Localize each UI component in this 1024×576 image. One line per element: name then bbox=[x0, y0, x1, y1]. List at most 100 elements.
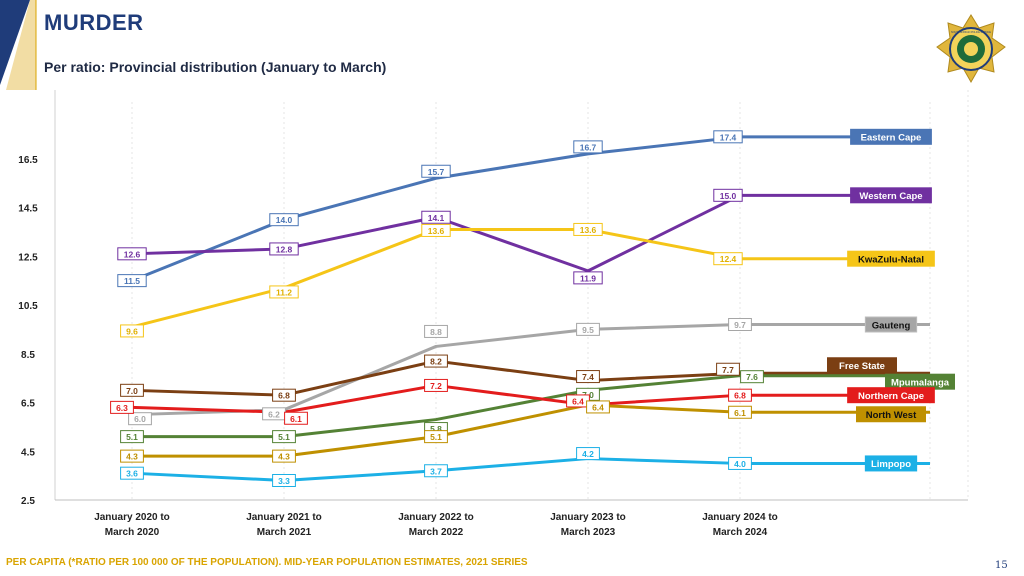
data-label-box-free-state bbox=[272, 388, 296, 402]
data-label-northern-cape: 6.1 bbox=[290, 414, 302, 424]
series-line-limpopo bbox=[131, 457, 930, 482]
data-label-box-limpopo bbox=[120, 466, 144, 480]
legend-label-north-west: North West bbox=[866, 410, 917, 421]
data-label-box-limpopo bbox=[272, 474, 296, 487]
data-label-western-cape: 12.6 bbox=[124, 249, 141, 259]
data-label-box-mpumalanga bbox=[740, 370, 764, 384]
x-tick-label: January 2022 to bbox=[398, 512, 474, 523]
data-label-box-mpumalanga bbox=[272, 430, 296, 444]
page-number: 15 bbox=[995, 560, 1008, 571]
series-line-kwazulu-natal bbox=[131, 227, 930, 329]
police-star-badge-icon: SOUTH AFRICAN POLICE SERVICE bbox=[936, 14, 1006, 84]
data-label-eastern-cape: 15.7 bbox=[428, 167, 445, 177]
data-label-kwazulu-natal: 13.6 bbox=[580, 225, 597, 235]
data-label-box-limpopo bbox=[728, 456, 752, 470]
legend-label-free-state: Free State bbox=[839, 361, 885, 372]
data-label-box-kwazulu-natal bbox=[269, 285, 299, 299]
data-label-limpopo: 3.6 bbox=[126, 469, 138, 479]
data-label-box-gauteng bbox=[424, 324, 448, 338]
data-label-box-eastern-cape bbox=[713, 130, 743, 144]
data-label-box-western-cape bbox=[573, 271, 603, 285]
data-label-box-eastern-cape bbox=[117, 274, 147, 288]
x-tick-label: January 2024 to bbox=[702, 512, 778, 523]
page-subtitle: Per ratio: Provincial distribution (Janu… bbox=[44, 59, 387, 75]
x-tick-label: January 2020 to bbox=[94, 512, 170, 523]
data-label-north-west: 5.1 bbox=[430, 432, 442, 442]
data-label-mpumalanga: 5.1 bbox=[278, 432, 290, 442]
data-label-mpumalanga: 7.6 bbox=[746, 372, 758, 382]
legend-tag-gauteng bbox=[864, 316, 918, 333]
series-line-eastern-cape bbox=[131, 135, 930, 283]
data-label-free-state: 7.0 bbox=[126, 386, 138, 396]
data-label-box-western-cape bbox=[421, 210, 451, 224]
legend-tag-kwazulu-natal bbox=[847, 250, 935, 267]
data-label-mpumalanga: 5.1 bbox=[126, 432, 138, 442]
legend-label-western-cape: Western Cape bbox=[859, 191, 922, 202]
legend-label-mpumalanga: Mpumalanga bbox=[891, 377, 950, 388]
data-label-northern-cape: 7.2 bbox=[430, 381, 442, 391]
data-label-gauteng: 6.0 bbox=[134, 414, 146, 424]
legend-tag-limpopo bbox=[864, 455, 918, 472]
data-label-free-state: 7.4 bbox=[582, 372, 594, 382]
series-line-free-state bbox=[131, 359, 930, 397]
data-label-north-west: 6.4 bbox=[592, 402, 604, 412]
legend-label-limpopo: Limpopo bbox=[871, 459, 911, 470]
data-label-mpumalanga: 5.8 bbox=[430, 424, 442, 434]
logo-text: SOUTH AFRICAN POLICE SERVICE bbox=[951, 31, 991, 34]
data-label-limpopo: 3.7 bbox=[430, 466, 442, 476]
data-label-box-kwazulu-natal bbox=[421, 223, 451, 237]
y-tick-label: 14.5 bbox=[18, 204, 38, 215]
data-label-eastern-cape: 11.5 bbox=[124, 276, 140, 286]
data-label-box-north-west bbox=[424, 430, 448, 444]
data-label-gauteng: 9.7 bbox=[734, 320, 746, 330]
data-label-box-western-cape bbox=[117, 247, 147, 261]
data-label-western-cape: 11.9 bbox=[580, 273, 596, 283]
legend-label-northern-cape: Northern Cape bbox=[858, 391, 924, 402]
header-navy-stripe bbox=[0, 0, 30, 85]
data-label-box-kwazulu-natal bbox=[713, 252, 743, 266]
series-line-mpumalanga bbox=[132, 374, 930, 439]
data-label-limpopo: 4.2 bbox=[582, 449, 594, 459]
y-tick-label: 10.5 bbox=[18, 301, 38, 312]
data-label-north-west: 4.3 bbox=[278, 452, 290, 462]
data-label-box-free-state bbox=[576, 370, 600, 384]
data-label-eastern-cape: 17.4 bbox=[720, 132, 737, 142]
data-label-box-kwazulu-natal bbox=[120, 324, 144, 338]
data-label-box-free-state bbox=[424, 354, 448, 368]
legend-label-eastern-cape: Eastern Cape bbox=[861, 133, 922, 144]
data-label-box-limpopo bbox=[424, 464, 448, 478]
data-label-western-cape: 14.1 bbox=[428, 213, 445, 223]
data-label-box-northern-cape bbox=[110, 400, 134, 414]
data-label-limpopo: 4.0 bbox=[734, 459, 746, 469]
footnote: PER CAPITA (*RATIO PER 100 000 OF THE PO… bbox=[6, 557, 528, 568]
legend-tag-western-cape bbox=[850, 187, 932, 204]
series-line-north-west bbox=[132, 403, 930, 458]
series-line-western-cape bbox=[131, 193, 930, 273]
x-tick-label: March 2023 bbox=[561, 527, 616, 538]
y-tick-label: 12.5 bbox=[18, 252, 38, 263]
data-label-eastern-cape: 14.0 bbox=[276, 215, 293, 225]
data-label-limpopo: 3.3 bbox=[278, 476, 290, 486]
x-tick-label: March 2021 bbox=[257, 527, 312, 538]
data-label-northern-cape: 6.3 bbox=[116, 403, 128, 413]
data-label-kwazulu-natal: 9.6 bbox=[126, 326, 138, 336]
x-tick-label: January 2021 to bbox=[246, 512, 322, 523]
data-label-box-eastern-cape bbox=[421, 164, 451, 178]
data-label-kwazulu-natal: 12.4 bbox=[720, 254, 737, 264]
data-label-box-northern-cape bbox=[424, 378, 448, 392]
header-gold-stripe bbox=[6, 0, 36, 90]
data-label-kwazulu-natal: 13.6 bbox=[428, 226, 445, 236]
legend-label-kwazulu-natal: KwaZulu-Natal bbox=[858, 254, 924, 265]
data-label-box-free-state bbox=[120, 383, 144, 397]
header-decoration bbox=[0, 0, 37, 90]
x-tick-label: January 2023 to bbox=[550, 512, 626, 523]
data-label-north-west: 6.1 bbox=[734, 408, 746, 418]
data-label-box-free-state bbox=[716, 362, 740, 376]
data-label-gauteng: 9.5 bbox=[582, 325, 594, 335]
data-label-box-north-west bbox=[272, 449, 296, 463]
data-label-box-gauteng bbox=[728, 318, 752, 331]
data-label-gauteng: 8.8 bbox=[430, 327, 442, 337]
data-label-box-eastern-cape bbox=[269, 213, 299, 227]
data-label-box-north-west bbox=[120, 449, 144, 463]
